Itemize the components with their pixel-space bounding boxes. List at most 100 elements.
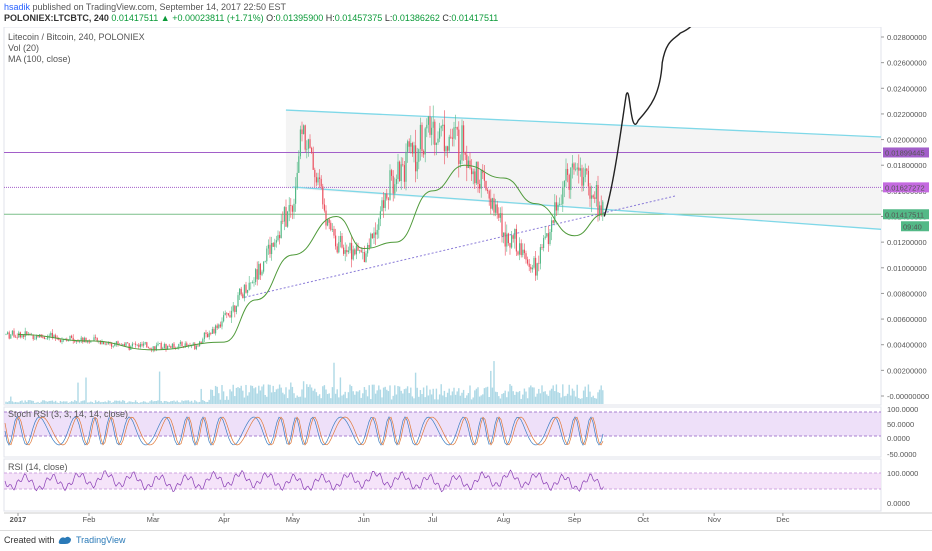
- candle-body: [503, 232, 505, 237]
- candle-body: [363, 252, 365, 263]
- volume-bar: [426, 385, 428, 404]
- candle-body: [575, 169, 577, 170]
- rsi-scale-label: 100.0000: [887, 469, 918, 478]
- volume-bar: [34, 402, 36, 404]
- symbol-label: POLONIEX:LTCBTC, 240: [4, 13, 109, 23]
- volume-bar: [128, 401, 130, 404]
- volume-bar: [283, 394, 286, 404]
- candle-body: [597, 185, 599, 216]
- candle-body: [519, 243, 521, 255]
- volume-bar: [507, 391, 510, 404]
- volume-bar: [178, 402, 180, 404]
- price-tick-label: 0.02600000: [887, 59, 927, 68]
- volume-bar: [107, 400, 110, 404]
- candle-body: [139, 344, 141, 347]
- candle-body: [439, 128, 441, 139]
- volume-bar: [525, 391, 527, 404]
- volume-bar: [354, 394, 356, 404]
- candle-body: [5, 333, 7, 335]
- stoch-scale-label: 50.0000: [887, 420, 914, 429]
- candle-body: [338, 242, 340, 253]
- volume-bar: [117, 400, 119, 404]
- candle-body: [421, 124, 423, 152]
- volume-bar: [315, 392, 318, 404]
- candle-body: [448, 136, 450, 151]
- volume-bar: [54, 400, 57, 404]
- volume-bar: [488, 396, 490, 404]
- candle-body: [123, 344, 125, 346]
- volume-bar: [155, 401, 158, 404]
- volume-bar: [242, 390, 244, 404]
- candle-body: [131, 343, 133, 347]
- volume-bar: [50, 400, 52, 404]
- volume-bar: [91, 402, 94, 404]
- volume-bar: [149, 401, 151, 404]
- price-change: +0.00023811 (+1.71%): [172, 13, 264, 23]
- volume-bar: [82, 400, 84, 404]
- volume-bar: [314, 388, 316, 404]
- volume-bar: [357, 391, 359, 404]
- volume-bar: [557, 392, 559, 404]
- volume-bar: [144, 401, 146, 404]
- volume-bar: [186, 400, 188, 404]
- volume-bar: [147, 402, 150, 404]
- candle-body: [376, 229, 378, 235]
- candle-body: [271, 242, 273, 255]
- candle-body: [55, 335, 57, 338]
- candle-body: [72, 337, 74, 341]
- candle-body: [314, 169, 316, 178]
- volume-bar: [18, 402, 20, 404]
- volume-bar: [528, 387, 530, 404]
- candle-body: [127, 342, 129, 344]
- volume-bar: [218, 393, 220, 404]
- candle-body: [154, 346, 156, 351]
- volume-bar: [336, 389, 338, 404]
- candle-body: [475, 161, 477, 184]
- countdown-label: 09:40: [903, 222, 922, 231]
- volume-bar: [235, 387, 238, 404]
- volume-bar: [480, 395, 482, 404]
- candle-body: [53, 335, 55, 338]
- candle-body: [61, 340, 63, 343]
- volume-bar: [221, 385, 223, 404]
- volume-bar: [430, 394, 433, 404]
- candle-body: [515, 228, 517, 252]
- volume-bar: [158, 371, 161, 404]
- volume-bar: [547, 395, 550, 404]
- volume-bar: [578, 397, 580, 404]
- candle-body: [419, 124, 421, 150]
- volume-bar: [555, 384, 558, 404]
- volume-bar: [418, 396, 420, 404]
- time-tick-label: Jul: [428, 515, 438, 524]
- volume-bar: [504, 390, 506, 404]
- candle-body: [162, 348, 164, 350]
- tradingview-brand[interactable]: TradingView: [76, 535, 126, 545]
- candle-body: [191, 345, 193, 347]
- candle-body: [247, 289, 249, 293]
- candle-body: [591, 195, 593, 199]
- author-link[interactable]: hsadik: [4, 2, 31, 12]
- volume-bar: [200, 388, 202, 404]
- volume-bar: [368, 385, 370, 404]
- volume-bar: [19, 401, 22, 404]
- volume-bar: [406, 386, 409, 404]
- candle-body: [232, 305, 234, 311]
- candle-body: [487, 189, 489, 192]
- candle-body: [453, 127, 455, 139]
- candle-body: [307, 139, 309, 149]
- candle-body: [443, 124, 445, 152]
- volume-bar: [302, 381, 305, 404]
- volume-bar: [442, 395, 444, 404]
- candle-body: [464, 152, 466, 155]
- volume-bar: [214, 385, 217, 404]
- volume-bar: [154, 401, 156, 404]
- candle-body: [599, 205, 601, 216]
- volume-bar: [419, 390, 422, 404]
- candle-body: [384, 193, 386, 208]
- volume-bar: [203, 400, 206, 404]
- volume-bar: [493, 361, 495, 404]
- candle-body: [571, 163, 573, 168]
- volume-bar: [552, 385, 554, 404]
- volume-bar: [123, 400, 126, 404]
